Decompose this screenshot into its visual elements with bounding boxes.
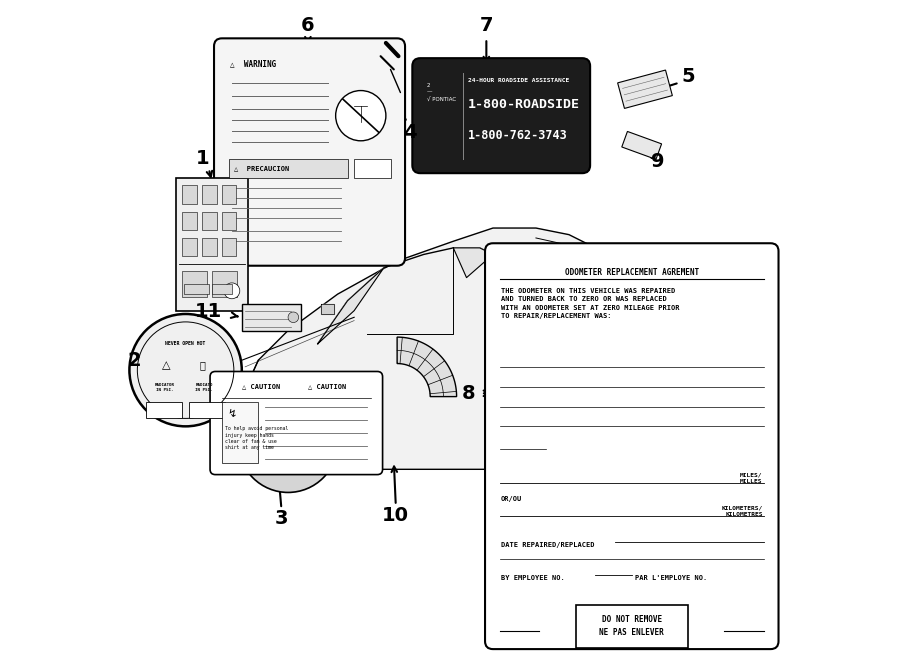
Bar (202, 238, 217, 256)
Bar (183, 238, 197, 256)
Bar (183, 185, 197, 204)
Circle shape (500, 393, 598, 492)
Polygon shape (617, 70, 672, 108)
Polygon shape (238, 393, 338, 443)
Text: RADIATO
IN PSI.: RADIATO IN PSI. (195, 383, 213, 392)
Text: 2: 2 (127, 351, 141, 369)
Text: △ CAUTION: △ CAUTION (242, 383, 280, 389)
Circle shape (130, 314, 242, 426)
FancyBboxPatch shape (412, 58, 590, 173)
Circle shape (288, 312, 299, 323)
Circle shape (522, 416, 576, 470)
Text: THE ODOMETER ON THIS VEHICLE WAS REPAIRED
AND TURNED BACK TO ZERO OR WAS REPLACE: THE ODOMETER ON THIS VEHICLE WAS REPAIRE… (501, 288, 680, 319)
Bar (355, 159, 391, 178)
Bar (183, 271, 207, 297)
Text: RADIATOR
IN PSI.: RADIATOR IN PSI. (155, 383, 175, 392)
Polygon shape (397, 337, 456, 397)
Text: 11: 11 (194, 303, 222, 321)
Text: ODOMETER REPLACEMENT AGREMENT: ODOMETER REPLACEMENT AGREMENT (564, 268, 698, 277)
Text: 8: 8 (462, 384, 475, 403)
FancyBboxPatch shape (485, 243, 778, 649)
Text: ↯: ↯ (227, 408, 237, 418)
Text: 1-800-ROADSIDE: 1-800-ROADSIDE (468, 98, 580, 111)
Polygon shape (454, 248, 493, 278)
Text: 3: 3 (274, 510, 288, 528)
Bar (222, 212, 237, 230)
Text: △ CAUTION: △ CAUTION (308, 383, 346, 389)
Text: KILOMETERS/
KILOMETRES: KILOMETERS/ KILOMETRES (722, 506, 762, 517)
FancyBboxPatch shape (210, 371, 382, 475)
Bar (183, 212, 197, 230)
Bar (202, 212, 217, 230)
Text: BY EMPLOYEE NO.: BY EMPLOYEE NO. (501, 575, 564, 581)
Bar (222, 185, 237, 204)
Polygon shape (242, 228, 618, 469)
Text: 1-800-762-3743: 1-800-762-3743 (468, 129, 568, 142)
Bar (229, 159, 347, 178)
Text: 📖: 📖 (199, 360, 205, 370)
Circle shape (336, 91, 386, 141)
Text: △  PRECAUCION: △ PRECAUCION (234, 165, 289, 172)
Text: 2
—
√ PONTIAC: 2 — √ PONTIAC (427, 83, 456, 102)
Bar (146, 402, 183, 418)
Bar (212, 284, 232, 294)
Text: OR/OU: OR/OU (501, 496, 522, 502)
Text: 5: 5 (681, 67, 695, 85)
Text: To help avoid personal
injury keep hands
clear of fan & use
shirt at any time: To help avoid personal injury keep hands… (225, 426, 289, 450)
Circle shape (224, 283, 239, 299)
Bar (176, 178, 248, 311)
Bar (189, 402, 225, 418)
Circle shape (261, 416, 315, 470)
Bar (212, 271, 238, 297)
Bar (184, 284, 209, 294)
Polygon shape (321, 304, 334, 314)
Text: △: △ (161, 360, 170, 370)
Bar (222, 238, 237, 256)
Text: MILES/
MILLES: MILES/ MILLES (740, 473, 762, 484)
Text: 7: 7 (480, 16, 493, 34)
Text: 1: 1 (195, 149, 209, 168)
Text: PAR L'EMPLOYE NO.: PAR L'EMPLOYE NO. (635, 575, 707, 581)
Circle shape (279, 434, 297, 452)
Bar (222, 402, 258, 463)
Circle shape (238, 393, 338, 492)
Text: DATE REPAIRED/REPLACED: DATE REPAIRED/REPLACED (501, 542, 594, 548)
FancyBboxPatch shape (214, 38, 405, 266)
Bar (202, 185, 217, 204)
Polygon shape (622, 132, 662, 159)
Text: 9: 9 (652, 153, 665, 171)
Polygon shape (318, 268, 384, 344)
Text: △  WARNING: △ WARNING (230, 59, 276, 69)
Circle shape (540, 434, 558, 452)
Text: 4: 4 (403, 123, 418, 141)
Text: 6: 6 (302, 16, 315, 34)
Text: DO NOT REMOVE
NE PAS ENLEVER: DO NOT REMOVE NE PAS ENLEVER (599, 615, 664, 637)
Text: 10: 10 (382, 506, 410, 525)
Text: 24-HOUR ROADSIDE ASSISTANCE: 24-HOUR ROADSIDE ASSISTANCE (468, 78, 569, 83)
Bar (242, 304, 302, 330)
Bar (576, 605, 688, 648)
Text: NEVER OPEN HOT: NEVER OPEN HOT (166, 341, 206, 346)
